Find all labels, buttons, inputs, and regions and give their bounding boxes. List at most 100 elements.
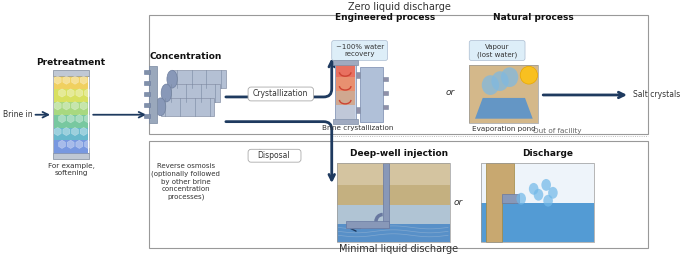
Bar — [336, 63, 355, 77]
Bar — [360, 67, 383, 122]
Text: Evaporation pond: Evaporation pond — [472, 126, 536, 132]
Bar — [145, 114, 150, 118]
Polygon shape — [67, 89, 74, 97]
Polygon shape — [84, 89, 92, 97]
Polygon shape — [84, 114, 92, 123]
Text: Vapour
(lost water): Vapour (lost water) — [477, 44, 517, 57]
Polygon shape — [76, 140, 83, 148]
Polygon shape — [80, 76, 87, 84]
Text: Disposal: Disposal — [258, 151, 290, 160]
Text: Natural process: Natural process — [493, 13, 574, 22]
Bar — [149, 15, 648, 133]
Bar — [145, 92, 150, 96]
Bar — [54, 140, 88, 154]
Polygon shape — [63, 76, 70, 84]
Bar — [54, 89, 88, 102]
Polygon shape — [76, 89, 83, 97]
Bar — [336, 224, 450, 242]
Text: or: or — [454, 198, 463, 207]
Text: Engineered process: Engineered process — [334, 13, 435, 22]
Polygon shape — [71, 76, 79, 84]
Text: Pretreatment: Pretreatment — [36, 58, 105, 67]
Bar — [383, 163, 390, 228]
Text: For example,
softening: For example, softening — [48, 163, 95, 176]
Polygon shape — [67, 140, 74, 148]
Bar — [166, 84, 220, 102]
Polygon shape — [67, 114, 74, 123]
Bar — [502, 194, 519, 203]
Bar — [54, 115, 88, 128]
Bar — [336, 185, 450, 205]
Bar — [149, 66, 157, 123]
FancyBboxPatch shape — [248, 87, 314, 101]
Ellipse shape — [529, 183, 538, 195]
Ellipse shape — [516, 193, 526, 205]
Bar — [481, 163, 595, 242]
Ellipse shape — [482, 75, 499, 95]
Polygon shape — [63, 127, 70, 136]
Polygon shape — [486, 163, 514, 242]
Bar — [383, 91, 388, 95]
Polygon shape — [54, 76, 61, 84]
FancyBboxPatch shape — [469, 41, 525, 60]
Bar — [54, 102, 88, 115]
Ellipse shape — [155, 98, 166, 116]
Bar — [336, 205, 450, 224]
Bar — [336, 163, 450, 242]
Bar — [333, 60, 358, 65]
Text: Brine in: Brine in — [3, 110, 32, 119]
Polygon shape — [54, 102, 61, 110]
Bar — [53, 76, 90, 153]
Text: Salt crystals: Salt crystals — [633, 90, 680, 99]
Bar — [383, 77, 388, 81]
Text: Discharge: Discharge — [523, 149, 573, 158]
Text: Crystallization: Crystallization — [253, 89, 308, 98]
Polygon shape — [84, 140, 92, 148]
Bar — [336, 163, 450, 185]
Circle shape — [520, 66, 538, 84]
Polygon shape — [63, 102, 70, 110]
Ellipse shape — [167, 70, 177, 88]
Text: Reverse osmosis
(optionally followed
by other brine
concentration
processes): Reverse osmosis (optionally followed by … — [151, 163, 220, 200]
Bar — [356, 72, 360, 78]
Bar — [145, 81, 150, 85]
Bar — [54, 128, 88, 141]
Polygon shape — [58, 89, 66, 97]
Polygon shape — [54, 127, 61, 136]
Bar — [145, 103, 150, 107]
Ellipse shape — [541, 179, 551, 191]
Polygon shape — [80, 127, 87, 136]
Text: or: or — [445, 88, 455, 97]
Polygon shape — [71, 102, 79, 110]
Bar — [172, 70, 226, 88]
Bar — [145, 70, 150, 74]
Polygon shape — [80, 102, 87, 110]
Bar — [481, 163, 595, 203]
Bar — [54, 76, 88, 90]
Text: Minimal liquid discharge: Minimal liquid discharge — [340, 244, 459, 254]
Bar — [53, 70, 90, 76]
Polygon shape — [475, 98, 533, 119]
FancyBboxPatch shape — [332, 41, 388, 60]
Bar — [160, 98, 214, 116]
Ellipse shape — [534, 189, 543, 201]
Ellipse shape — [543, 195, 553, 207]
Bar — [383, 105, 388, 109]
Bar — [333, 119, 358, 124]
Bar — [53, 153, 90, 159]
Bar — [469, 65, 538, 123]
Bar — [336, 105, 355, 119]
Bar — [481, 203, 595, 242]
Text: Brine crystallization: Brine crystallization — [322, 125, 393, 131]
Ellipse shape — [501, 67, 519, 87]
Text: Concentration: Concentration — [149, 52, 222, 61]
Polygon shape — [58, 140, 66, 148]
FancyBboxPatch shape — [248, 149, 301, 162]
Bar — [356, 107, 360, 113]
Text: Out of facility: Out of facility — [534, 128, 582, 134]
Bar — [346, 221, 390, 228]
Bar — [469, 65, 538, 123]
Bar — [336, 91, 355, 105]
Polygon shape — [71, 127, 79, 136]
Text: Deep-well injection: Deep-well injection — [350, 149, 448, 158]
